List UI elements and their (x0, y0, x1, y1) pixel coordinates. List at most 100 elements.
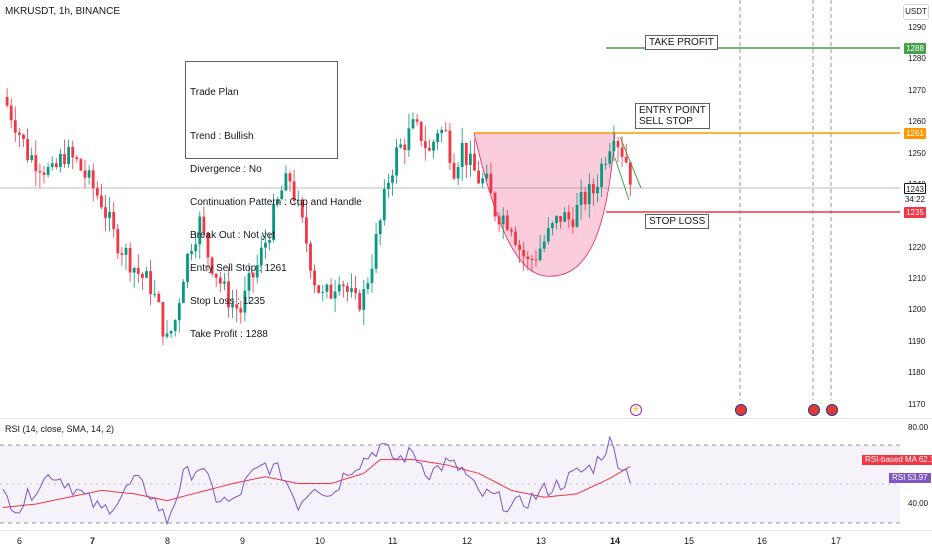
candle-body (464, 142, 468, 166)
handle-line (614, 157, 630, 201)
candle-body (448, 130, 452, 163)
rsi-ma-line (2, 459, 631, 508)
candle-body (231, 304, 234, 308)
candle-body (583, 192, 587, 205)
last-price-tag: 1243 (904, 183, 926, 194)
candle-body (264, 242, 267, 248)
candle-body (100, 195, 103, 208)
candle-body (132, 267, 136, 273)
candle-body (370, 268, 374, 284)
candle-body (620, 147, 624, 157)
candle-body (378, 220, 382, 235)
candle-body (26, 139, 29, 161)
candle-body (628, 162, 632, 185)
rsi-upper-label: 80.00 (908, 423, 929, 432)
rsi-ma-value: 62.15 (918, 455, 932, 464)
candle-body (198, 216, 202, 245)
candle-body (395, 147, 398, 176)
us-flag-icon[interactable] (826, 404, 838, 416)
candle-body (202, 216, 206, 233)
currency-button[interactable]: USDT (903, 4, 929, 20)
candle-body (255, 265, 259, 278)
candle-body (579, 192, 583, 205)
entry-point-label[interactable]: ENTRY POINT SELL STOP (635, 103, 710, 129)
candle-body (530, 259, 534, 261)
candle-body (165, 333, 169, 337)
time-axis-label: 12 (462, 536, 473, 546)
candle-body (288, 173, 292, 182)
time-axis-label: 9 (240, 536, 246, 546)
candle-body (169, 330, 173, 334)
candle-body (403, 144, 407, 150)
candle-body (305, 217, 308, 244)
price-axis-label: 1170 (908, 399, 926, 409)
price-chart[interactable] (0, 0, 932, 420)
candle-body (104, 207, 107, 218)
candle-body (54, 163, 58, 167)
plan-line: Stop Loss : 1235 (190, 296, 266, 307)
candle-body (452, 162, 456, 179)
rsi-lower-label: 40.00 (908, 499, 929, 508)
candle-body (177, 303, 181, 321)
candle-body (514, 231, 517, 245)
candle-body (559, 216, 562, 222)
candle-body (542, 241, 546, 249)
lightning-icon[interactable]: ⚡ (630, 404, 642, 416)
candle-body (575, 204, 579, 227)
candle-body (9, 105, 13, 121)
rsi-chart[interactable] (0, 420, 932, 530)
candle-body (173, 320, 177, 331)
candle-body (387, 182, 390, 189)
stop-loss-label[interactable]: STOP LOSS (645, 214, 710, 229)
plan-line: Break Out : Not yet (190, 230, 276, 241)
candle-body (518, 244, 521, 250)
time-axis-label: 16 (757, 536, 768, 546)
pane-divider[interactable] (0, 418, 932, 419)
candle-body (333, 291, 337, 299)
price-axis-label: 1270 (908, 85, 926, 95)
candle-body (63, 153, 66, 165)
candle-body (567, 212, 571, 220)
trade-plan-title: Trade Plan (190, 87, 239, 98)
candle-body (555, 216, 558, 224)
candle-body (337, 284, 341, 292)
candle-body (571, 219, 575, 227)
candle-body (210, 257, 214, 274)
candle-body (22, 134, 25, 140)
candle-body (608, 151, 612, 164)
candle-body (592, 184, 595, 194)
us-flag-icon[interactable] (808, 404, 820, 416)
candle-body (428, 147, 431, 151)
candle-body (116, 228, 120, 254)
candle-body (604, 163, 608, 165)
candle-body (112, 211, 116, 229)
candle-body (444, 129, 448, 131)
candle-body (235, 304, 239, 309)
take-profit-label[interactable]: TAKE PROFIT (645, 35, 718, 50)
candle-body (38, 171, 42, 173)
price-axis-label: 1200 (908, 305, 926, 315)
time-axis-label: 14 (610, 536, 621, 546)
candle-body (292, 181, 296, 202)
time-axis-label: 7 (90, 536, 96, 546)
symbol-title: MKRUSDT, 1h, BINANCE (5, 6, 121, 17)
candle-body (251, 273, 255, 278)
rsi-indicator-title[interactable]: RSI (14, close, SMA, 14, 2) (5, 424, 115, 434)
candle-body (497, 216, 501, 225)
candle-body (522, 249, 526, 257)
candle-body (13, 120, 17, 133)
candle-body (411, 119, 415, 129)
us-flag-icon[interactable] (735, 404, 747, 416)
candle-body (505, 215, 509, 230)
candle-body (5, 97, 9, 106)
trade-plan-box[interactable]: Trade Plan Trend : Bullish Divergence : … (185, 61, 362, 340)
price-axis-label: 1210 (908, 274, 926, 284)
candle-body (317, 285, 321, 293)
price-axis-label: 1260 (908, 117, 926, 127)
plan-line: Trend : Bullish (190, 131, 254, 142)
candle-body (354, 288, 357, 293)
candle-body (272, 203, 275, 241)
candle-body (83, 170, 87, 178)
candle-body (358, 292, 362, 310)
candle-body (95, 188, 99, 196)
